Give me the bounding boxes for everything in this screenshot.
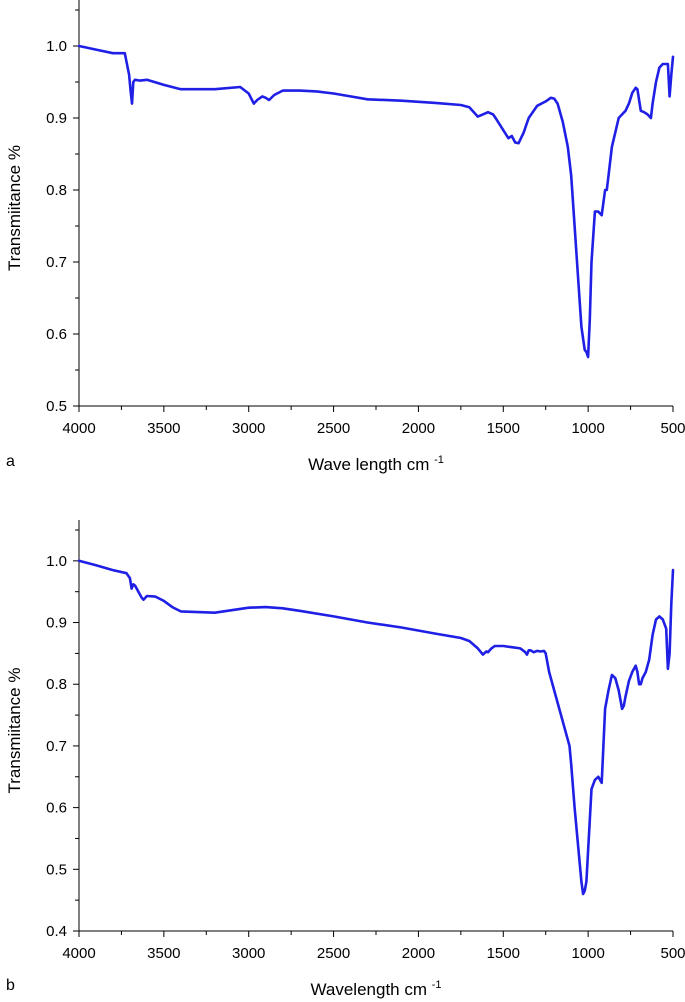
x-tick-label: 500 <box>660 420 685 437</box>
chart-panel-b: 4000 3500 3000 2500 2000 1500 1000 500 0.4 0.5 0.6… <box>5 520 685 999</box>
x-tick-label: 500 <box>660 945 685 962</box>
transmittance-series-line <box>77 559 675 896</box>
y-tick-label: 0.9 <box>46 110 67 127</box>
x-axis-title: Wave length cm -1 <box>308 454 444 474</box>
transmittance-series-line <box>77 44 675 359</box>
y-tick-label: 0.7 <box>46 738 67 755</box>
y-tick-label: 0.6 <box>46 800 67 817</box>
x-tick-label: 1000 <box>571 420 604 437</box>
x-tick-label: 1500 <box>487 945 520 962</box>
x-tick-label: 3500 <box>147 420 180 437</box>
y-tick-label: 0.8 <box>46 182 67 199</box>
panel-label: a <box>6 453 15 470</box>
y-axis-title: Transmiitance % <box>5 668 24 794</box>
x-axis-title: Wavelength cm -1 <box>310 979 441 999</box>
panel-label: b <box>6 977 15 994</box>
x-tick-label: 4000 <box>62 945 95 962</box>
x-tick-label: 1000 <box>571 945 604 962</box>
x-tick-label: 3000 <box>232 945 265 962</box>
x-tick-label: 3500 <box>147 945 180 962</box>
y-axis-title: Transmiitance % <box>5 145 24 271</box>
x-tick-label: 2500 <box>317 420 350 437</box>
y-tick-label: 0.5 <box>46 398 67 415</box>
y-tick-label: 0.6 <box>46 326 67 343</box>
x-tick-label: 4000 <box>62 420 95 437</box>
y-tick-label: 1.0 <box>46 38 67 55</box>
x-tick-label: 1500 <box>487 420 520 437</box>
chart-panel-a: 4000 3500 3000 2500 2000 1500 1000 500 0.5 0.6 0.7… <box>5 0 685 474</box>
x-axis-title-superscript: -1 <box>432 979 442 991</box>
x-axis-title-text: Wave length cm <box>308 455 434 474</box>
y-tick-label: 0.7 <box>46 254 67 271</box>
y-tick-label: 0.4 <box>46 923 67 940</box>
y-tick-label: 0.5 <box>46 861 67 878</box>
x-axis-title-superscript: -1 <box>434 454 444 466</box>
y-tick-label: 0.8 <box>46 676 67 693</box>
x-tick-label: 2000 <box>402 945 435 962</box>
x-tick-label: 3000 <box>232 420 265 437</box>
y-tick-label: 1.0 <box>46 553 67 570</box>
x-tick-label: 2500 <box>317 945 350 962</box>
y-tick-label: 0.9 <box>46 615 67 632</box>
x-axis-title-text: Wavelength cm <box>310 980 431 999</box>
x-tick-label: 2000 <box>402 420 435 437</box>
